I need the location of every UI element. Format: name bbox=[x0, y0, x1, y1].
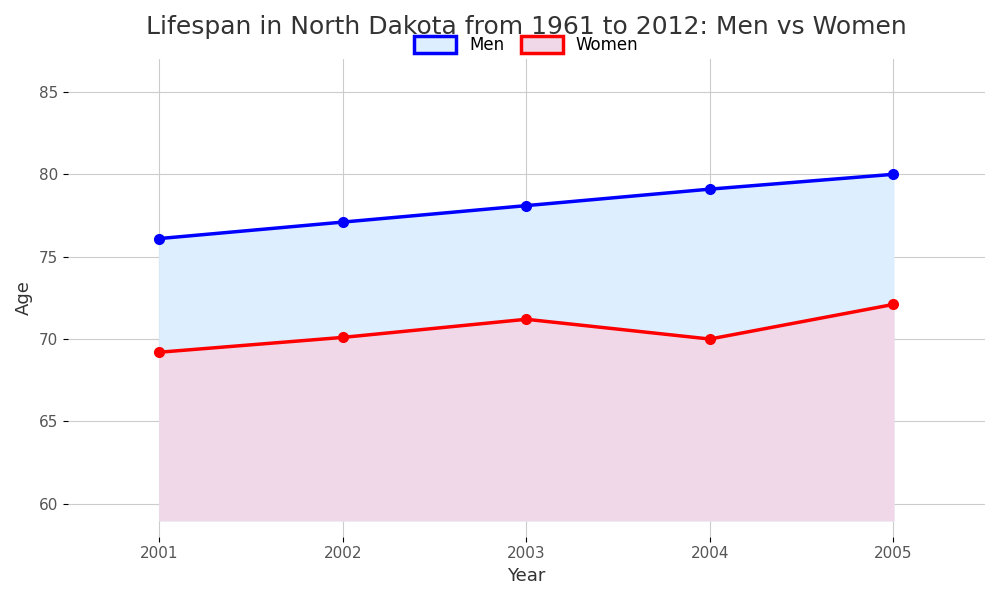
X-axis label: Year: Year bbox=[507, 567, 546, 585]
Y-axis label: Age: Age bbox=[15, 280, 33, 315]
Title: Lifespan in North Dakota from 1961 to 2012: Men vs Women: Lifespan in North Dakota from 1961 to 20… bbox=[146, 15, 907, 39]
Legend: Men, Women: Men, Women bbox=[407, 29, 645, 61]
